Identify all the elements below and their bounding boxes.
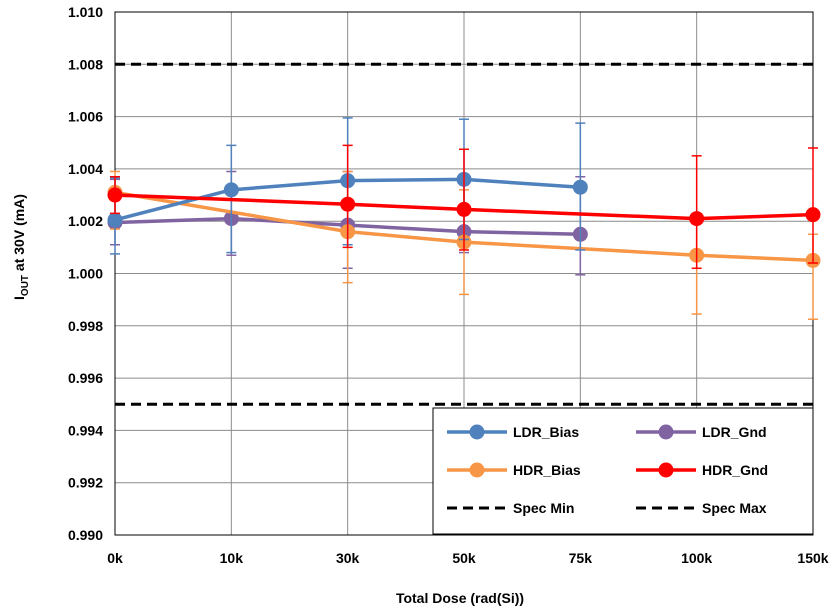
y-tick-label: 1.008 xyxy=(68,56,103,72)
legend-label: Spec Max xyxy=(702,500,767,516)
data-point xyxy=(572,179,588,195)
series-layer xyxy=(107,62,821,406)
y-tick-label: 0.992 xyxy=(68,475,103,491)
legend-label: LDR_Bias xyxy=(513,424,579,440)
data-point xyxy=(805,207,821,223)
y-tick-label: 0.990 xyxy=(68,527,103,543)
data-point xyxy=(107,212,123,228)
data-point xyxy=(107,187,123,203)
legend-item-ldr-bias: LDR_Bias xyxy=(447,424,579,440)
x-axis-label: Total Dose (rad(Si)) xyxy=(396,590,524,606)
x-tick-label: 10k xyxy=(220,550,244,566)
x-tick-label: 50k xyxy=(452,550,476,566)
legend-item-spec-min: Spec Min xyxy=(447,500,574,516)
legend-marker xyxy=(469,424,485,440)
legend-item-spec-max: Spec Max xyxy=(636,500,767,516)
data-point xyxy=(223,182,239,198)
legend-label: LDR_Gnd xyxy=(702,424,767,440)
y-tick-label: 1.000 xyxy=(68,266,103,282)
y-tick-label: 0.996 xyxy=(68,370,103,386)
legend-label: HDR_Bias xyxy=(513,462,581,478)
y-axis-label-prefix: I xyxy=(11,296,27,300)
data-point xyxy=(689,211,705,227)
x-tick-label: 150k xyxy=(797,550,828,566)
legend: LDR_Bias LDR_Gnd HDR_Bias HDR_Gnd Spec Min Sp… xyxy=(432,407,814,535)
legend-item-ldr-gnd: LDR_Gnd xyxy=(636,424,767,440)
y-tick-label: 1.002 xyxy=(68,213,103,229)
legend-item-hdr-gnd: HDR_Gnd xyxy=(636,462,768,478)
y-tick-label: 0.994 xyxy=(68,422,103,438)
x-tick-label: 75k xyxy=(569,550,593,566)
data-point xyxy=(340,196,356,212)
y-axis-label-suffix: at 30V (mA) xyxy=(11,194,27,275)
series-hdr-gnd xyxy=(107,144,821,270)
legend-marker xyxy=(469,462,485,478)
data-point xyxy=(456,201,472,217)
x-tick-label: 100k xyxy=(681,550,712,566)
y-tick-label: 0.998 xyxy=(68,318,103,334)
y-axis-label: IOUT at 30V (mA) xyxy=(11,194,31,300)
x-tick-label: 0k xyxy=(107,550,123,566)
y-tick-label: 1.004 xyxy=(68,161,103,177)
y-axis-label-subscript: OUT xyxy=(20,275,31,296)
x-tick-label: 30k xyxy=(336,550,360,566)
y-tick-label: 1.010 xyxy=(68,4,103,20)
legend-marker xyxy=(658,462,674,478)
y-axis-tick-labels: 0.990 0.992 0.994 0.996 0.998 1.000 1.002 1.004… xyxy=(68,4,103,543)
x-axis-tick-labels: 0k 10k 30k 50k 75k 100k 150k xyxy=(107,550,829,566)
y-tick-label: 1.006 xyxy=(68,109,103,125)
legend-item-hdr-bias: HDR_Bias xyxy=(447,462,581,478)
legend-marker xyxy=(658,424,674,440)
legend-label: HDR_Gnd xyxy=(702,462,768,478)
legend-label: Spec Min xyxy=(513,500,574,516)
